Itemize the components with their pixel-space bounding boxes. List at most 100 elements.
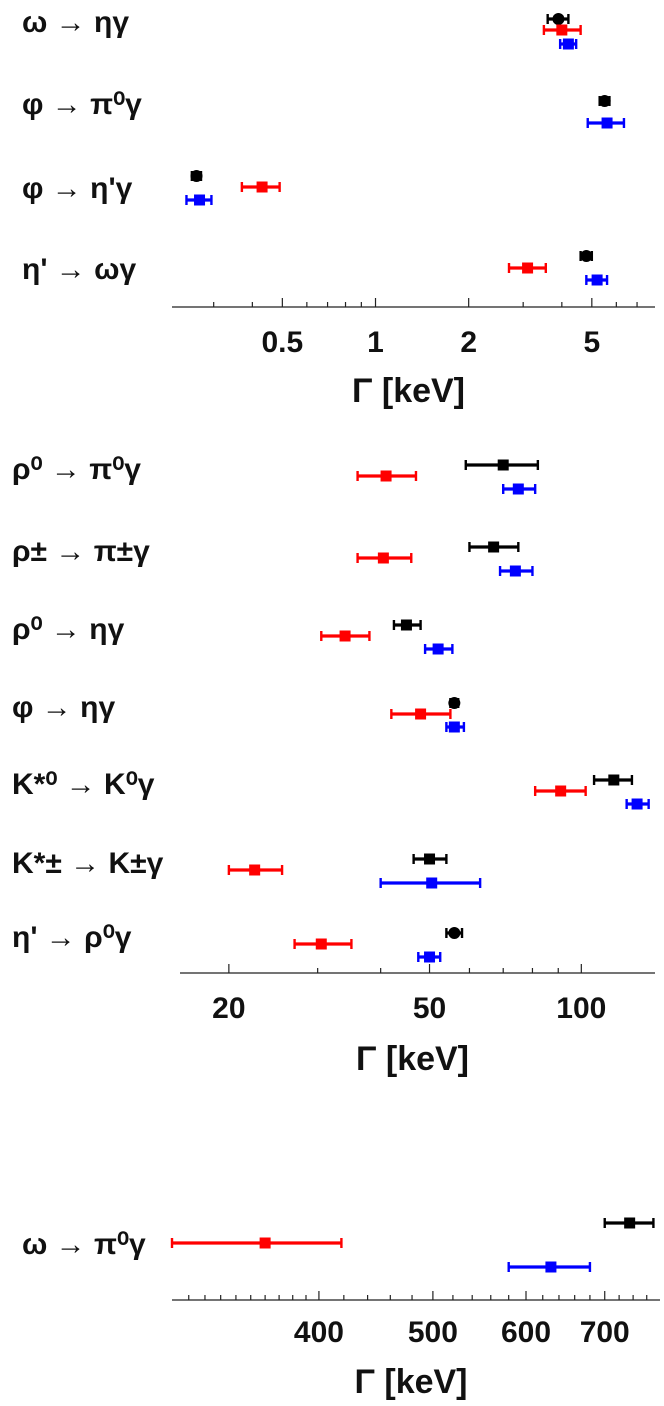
data-point-black xyxy=(468,541,520,553)
x-tick-label: 700 xyxy=(580,1316,630,1349)
data-point-red xyxy=(390,708,452,720)
data-point-red xyxy=(240,181,281,193)
marker-square xyxy=(509,565,521,577)
decay-row: φ → η'γ xyxy=(22,170,281,206)
decay-row: ρ⁰ → ηγ xyxy=(12,613,454,655)
marker-square xyxy=(432,643,444,655)
marker-square xyxy=(424,951,436,963)
data-point-black xyxy=(579,250,594,262)
marker-square xyxy=(380,470,392,482)
x-axis-title: Γ [keV] xyxy=(356,1040,469,1078)
row-label-: η' → ρ⁰γ xyxy=(12,921,132,954)
x-tick-label: 400 xyxy=(294,1316,344,1349)
row-label-: φ → π⁰γ xyxy=(22,88,142,121)
data-point-red xyxy=(356,552,413,564)
marker-square xyxy=(426,877,438,889)
data-point-blue xyxy=(507,1261,592,1273)
marker-square xyxy=(259,1237,271,1249)
marker-circle xyxy=(598,95,611,107)
data-point-black xyxy=(546,13,570,25)
marker-circle xyxy=(552,13,565,25)
marker-square xyxy=(424,853,436,865)
x-axis-title: Γ [keV] xyxy=(352,372,465,410)
data-point-blue xyxy=(423,643,454,655)
data-point-blue xyxy=(185,194,213,206)
data-point-blue xyxy=(445,721,466,733)
marker-square xyxy=(522,262,534,274)
data-point-black xyxy=(392,619,422,631)
row-label-k-k: K*± → K±γ xyxy=(12,847,164,880)
row-label-: ρ⁰ → ηγ xyxy=(12,613,125,646)
marker-square xyxy=(377,552,389,564)
x-tick-label: 2 xyxy=(460,326,477,359)
marker-square xyxy=(315,938,327,950)
marker-circle xyxy=(580,250,593,262)
marker-square xyxy=(556,24,568,36)
data-point-blue xyxy=(502,483,537,495)
marker-square xyxy=(415,708,427,720)
marker-square xyxy=(545,1261,557,1273)
marker-square xyxy=(400,619,412,631)
row-label-: ω → ηγ xyxy=(22,6,129,39)
x-tick-label: 50 xyxy=(413,992,446,1025)
x-tick-label: 100 xyxy=(556,992,606,1025)
data-point-red xyxy=(293,938,353,950)
x-tick-label: 500 xyxy=(408,1316,458,1349)
data-point-blue xyxy=(558,38,578,50)
decay-row: ρ⁰ → π⁰γ xyxy=(12,453,540,495)
data-point-blue xyxy=(586,117,626,129)
x-tick-label: 600 xyxy=(501,1316,551,1349)
marker-square xyxy=(497,459,509,471)
data-point-blue xyxy=(585,274,609,286)
data-point-red xyxy=(356,470,418,482)
marker-square xyxy=(339,630,351,642)
panel-light-widths: 0.5 1 2 5 Γ [keV] ω → ηγ φ → π⁰γ φ → η'γ η' → ωγ xyxy=(22,6,655,410)
marker-square xyxy=(631,798,643,810)
marker-square xyxy=(624,1217,636,1229)
x-tick-label: 1 xyxy=(367,326,384,359)
data-point-black xyxy=(592,774,634,786)
row-label-: ρ± → π±γ xyxy=(12,535,150,568)
data-point-black xyxy=(190,170,203,182)
decay-row: ω → ηγ xyxy=(22,6,582,50)
marker-square xyxy=(608,774,620,786)
data-point-red xyxy=(227,864,284,876)
data-point-blue xyxy=(417,951,442,963)
data-point-black xyxy=(464,459,540,471)
data-point-blue xyxy=(498,565,534,577)
marker-square xyxy=(555,785,567,797)
marker-circle xyxy=(448,697,461,709)
panel-heavy-widths: 400 500 600 700 Γ [keV] ω → π⁰γ xyxy=(22,1217,660,1401)
marker-square xyxy=(256,181,268,193)
row-label-: ω → π⁰γ xyxy=(22,1228,146,1261)
decay-row: ω → π⁰γ xyxy=(22,1217,655,1273)
marker-square xyxy=(562,38,574,50)
decay-row: φ → ηγ xyxy=(12,691,466,733)
row-label-: φ → η'γ xyxy=(22,172,133,205)
x-axis-title: Γ [keV] xyxy=(354,1363,467,1401)
x-tick-label: 20 xyxy=(212,992,245,1025)
marker-square xyxy=(512,483,524,495)
decay-row: η' → ωγ xyxy=(22,250,609,286)
data-point-blue xyxy=(625,798,650,810)
row-label-: ρ⁰ → π⁰γ xyxy=(12,453,141,486)
data-point-black xyxy=(598,95,611,107)
data-point-black xyxy=(448,697,461,709)
row-label-: φ → ηγ xyxy=(12,691,115,724)
decay-row: K*⁰ → K⁰γ xyxy=(12,768,650,810)
marker-circle xyxy=(190,170,203,182)
data-point-red xyxy=(170,1237,343,1249)
data-point-red xyxy=(542,24,582,36)
decay-row: φ → π⁰γ xyxy=(22,88,626,129)
marker-square xyxy=(249,864,261,876)
row-label-k-k: K*⁰ → K⁰γ xyxy=(12,768,155,801)
decay-row: ρ± → π±γ xyxy=(12,535,534,577)
marker-square xyxy=(194,194,206,206)
data-point-blue xyxy=(379,877,482,889)
marker-circle xyxy=(448,927,461,939)
x-tick-label: 5 xyxy=(583,326,600,359)
data-point-red xyxy=(320,630,371,642)
marker-square xyxy=(591,274,603,286)
panel-medium-widths: 20 50 100 Γ [keV] ρ⁰ → π⁰γ ρ± → π±γ ρ⁰ → ηγ φ →… xyxy=(12,453,655,1078)
